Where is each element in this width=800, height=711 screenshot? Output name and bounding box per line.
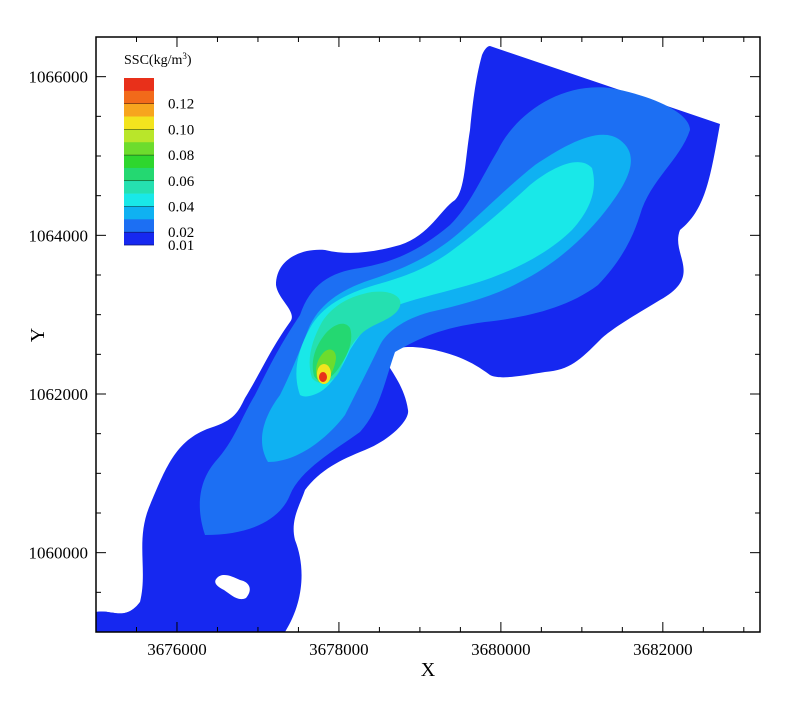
legend-swatch — [124, 232, 154, 246]
legend-label: 0.04 — [168, 199, 195, 215]
legend-label: 0.10 — [168, 122, 194, 138]
legend-swatch — [124, 219, 154, 233]
y-tick-label: 1066000 — [29, 68, 89, 87]
x-axis-title: X — [421, 659, 436, 681]
plot-frame — [95, 36, 761, 633]
y-axis-title: Y — [27, 328, 49, 342]
legend-colorbar — [124, 78, 154, 246]
x-tick-label: 3682000 — [633, 640, 693, 659]
legend-swatch — [124, 90, 154, 104]
y-tick-label: 1062000 — [29, 385, 89, 404]
legend-swatch — [124, 206, 154, 220]
legend-swatch — [124, 167, 154, 182]
legend-label: 0.02 — [168, 225, 194, 241]
legend: SSC(kg/m3) 0.12 0.10 0.08 0.06 0.04 0.020.01 — [124, 51, 195, 254]
island-hole — [215, 574, 250, 600]
x-axis: 3676000 3678000 3680000 3682000 — [95, 37, 745, 659]
x-tick-label: 3678000 — [309, 640, 369, 659]
legend-label: 0.01 — [168, 238, 194, 254]
legend-swatch — [124, 155, 154, 169]
legend-labels: 0.12 0.10 0.08 0.06 0.04 0.020.01 — [168, 97, 195, 254]
contour-band-level-4 — [296, 162, 594, 397]
x-tick-label: 3680000 — [471, 640, 531, 659]
legend-swatch — [124, 142, 154, 156]
legend-title: SSC(kg/m3) — [124, 51, 192, 68]
y-tick-label: 1060000 — [29, 544, 89, 563]
y-tick-label: 1064000 — [29, 226, 89, 245]
land-region — [96, 602, 140, 632]
y-axis: 1060000 1062000 1064000 1066000 — [29, 36, 760, 633]
legend-swatch — [124, 193, 154, 207]
legend-label: 0.06 — [168, 174, 195, 190]
legend-swatch — [124, 180, 154, 194]
legend-swatch — [124, 103, 154, 117]
legend-swatch — [124, 78, 154, 92]
legend-label: 0.08 — [168, 148, 194, 164]
legend-label: 0.12 — [168, 97, 194, 113]
contour-peak — [319, 372, 327, 382]
x-tick-label: 3676000 — [147, 640, 207, 659]
legend-swatch — [124, 116, 154, 130]
contour-field — [96, 46, 720, 632]
legend-swatch — [124, 129, 154, 143]
